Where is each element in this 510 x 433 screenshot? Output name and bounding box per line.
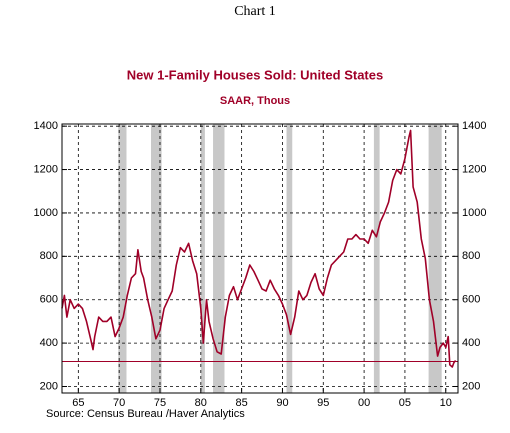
recession-band — [428, 124, 442, 393]
y-tick-label: 400 — [40, 337, 58, 349]
data-line — [61, 129, 457, 368]
y-tick-label: 600 — [40, 294, 58, 306]
x-tick-label: 75 — [154, 397, 166, 409]
recession-band — [213, 124, 225, 393]
x-tick-label: 05 — [399, 397, 411, 409]
source-note: Source: Census Bureau /Haver Analytics — [46, 408, 245, 420]
recession-band — [200, 124, 205, 393]
x-tick-label: 00 — [358, 397, 370, 409]
y2-tick-label: 800 — [462, 250, 480, 262]
y-tick-label: 200 — [40, 380, 58, 392]
chart-title: New 1-Family Houses Sold: United States — [127, 67, 383, 82]
y2-tick-label: 600 — [462, 294, 480, 306]
y2-tick-label: 1400 — [462, 120, 486, 132]
recession-band — [286, 124, 293, 393]
x-tick-label: 85 — [236, 397, 248, 409]
x-tick-label: 70 — [113, 397, 125, 409]
y-tick-label: 800 — [40, 250, 58, 262]
y-tick-label: 1000 — [34, 207, 58, 219]
x-tick-label: 80 — [195, 397, 207, 409]
page-header: Chart 1 — [234, 4, 276, 19]
x-tick-label: 95 — [317, 397, 329, 409]
y-tick-label: 1400 — [34, 120, 58, 132]
recession-band — [150, 124, 162, 393]
y2-tick-label: 200 — [462, 380, 480, 392]
x-tick-label: 65 — [72, 397, 84, 409]
recession-band — [118, 124, 127, 393]
plot-frame — [61, 123, 459, 394]
y2-tick-label: 400 — [462, 337, 480, 349]
y2-tick-label: 1000 — [462, 207, 486, 219]
y2-tick-label: 1200 — [462, 163, 486, 175]
x-tick-label: 90 — [276, 397, 288, 409]
y-tick-label: 1200 — [34, 163, 58, 175]
chart-subtitle: SAAR, Thous — [220, 95, 290, 107]
recession-band — [373, 124, 380, 393]
x-tick-label: 10 — [440, 397, 452, 409]
